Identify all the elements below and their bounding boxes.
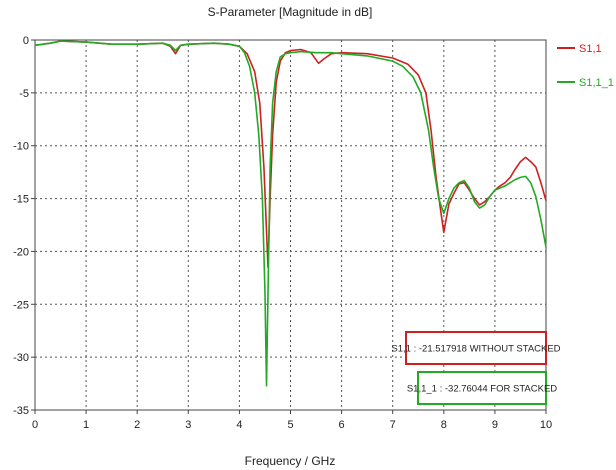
legend-label-1: S1,1_1 (579, 77, 614, 89)
grid-lines (35, 40, 546, 410)
annotation-text-1: S1,1_1 : -32.76044 FOR STACKED (407, 384, 557, 395)
x-tick-label-6: 6 (339, 419, 345, 431)
y-tick-label--5: -5 (19, 88, 29, 100)
x-tick-label-0: 0 (32, 419, 38, 431)
y-axis-ticks: 0 -5 -10 -15 -20 -25 -30 -35 (13, 35, 35, 417)
series-layer (34, 40, 547, 387)
legend: S1,1 S1,1_1 (557, 43, 614, 89)
x-tick-label-9: 9 (492, 419, 498, 431)
x-tick-label-4: 4 (236, 419, 242, 431)
y-tick-label--20: -20 (13, 246, 29, 258)
y-tick-label--35: -35 (13, 405, 29, 417)
annotation-box-1 (417, 371, 547, 405)
annotations: S1,1 : -21.517918 WITHOUT STACKED S1,1_1 … (391, 331, 561, 405)
x-tick-label-5: 5 (287, 419, 293, 431)
y-tick-label--30: -30 (13, 352, 29, 364)
x-tick-label-7: 7 (390, 419, 396, 431)
y-tick-label--10: -10 (13, 141, 29, 153)
annotation-text-0: S1,1 : -21.517918 WITHOUT STACKED (391, 344, 560, 355)
x-axis-ticks: 0 1 2 3 4 5 6 7 8 9 10 (32, 410, 552, 431)
series-line-s11-1 (34, 40, 547, 387)
y-tick-label--25: -25 (13, 299, 29, 311)
chart-title: S-Parameter [Magnitude in dB] (208, 5, 373, 19)
x-tick-label-3: 3 (185, 419, 191, 431)
x-tick-label-8: 8 (441, 419, 447, 431)
x-tick-label-2: 2 (134, 419, 140, 431)
y-tick-label--15: -15 (13, 194, 29, 206)
x-tick-label-1: 1 (83, 419, 89, 431)
x-tick-label-10: 10 (540, 419, 552, 431)
x-axis-label: Frequency / GHz (245, 454, 336, 468)
legend-label-0: S1,1 (579, 43, 602, 55)
y-tick-label-0: 0 (23, 35, 29, 47)
annotation-box-0 (405, 331, 547, 365)
